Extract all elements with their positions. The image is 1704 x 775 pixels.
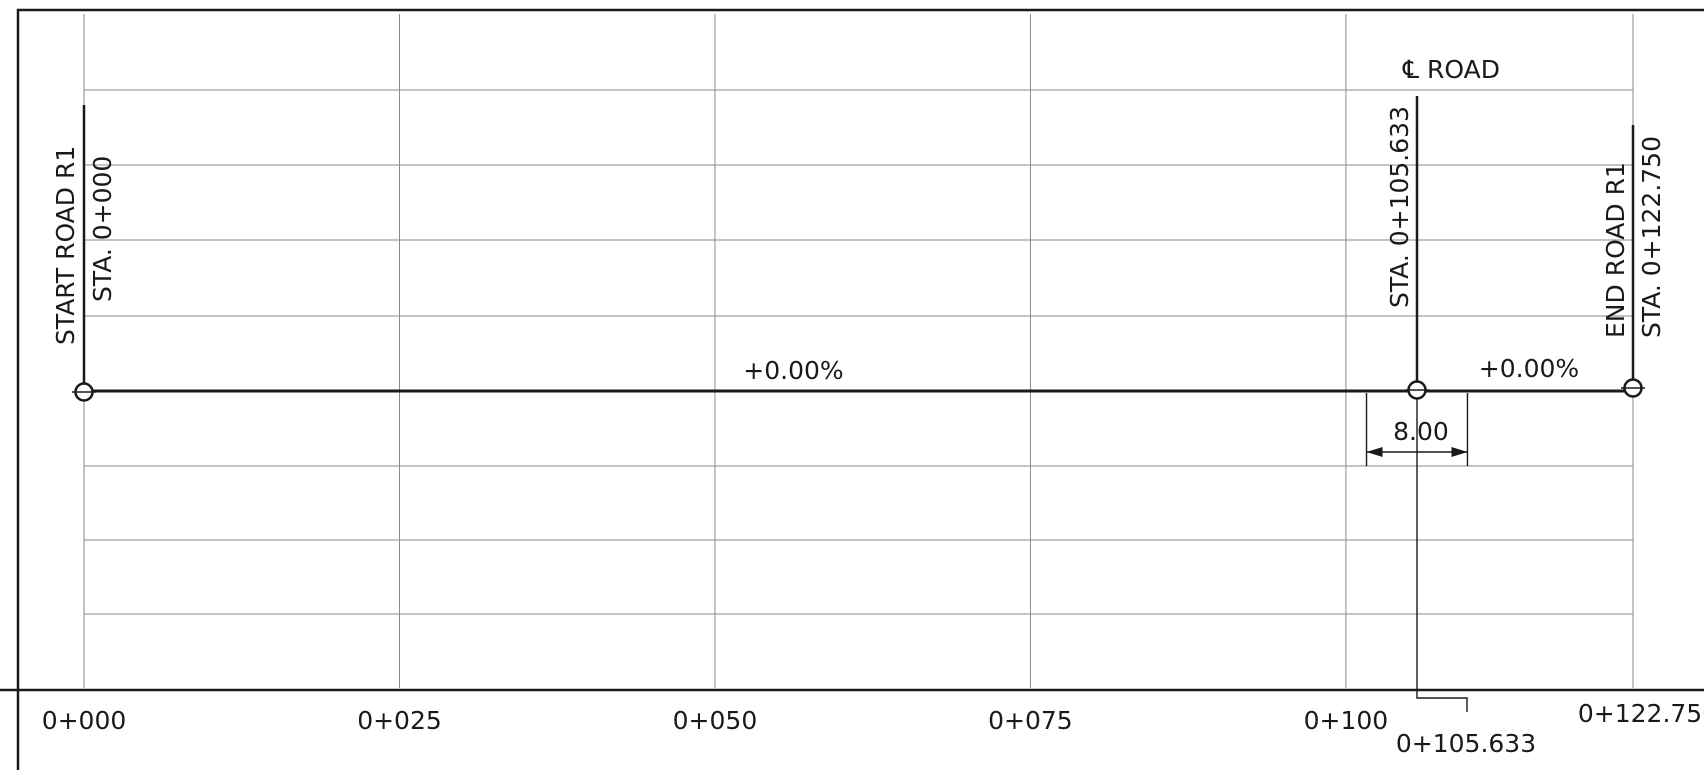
crossing-node (1405, 382, 1429, 399)
centerline-road-label: ℄ ROAD (1402, 55, 1500, 84)
grade-label-1: +0.00% (743, 356, 843, 385)
crossing-station-label: STA. 0+105.633 (1385, 106, 1414, 308)
start-station-label: STA. 0+000 (88, 156, 117, 302)
end-name-label: END ROAD R1 (1601, 162, 1630, 338)
end-station-label: STA. 0+122.750 (1637, 136, 1666, 338)
station-tick-label: 0+100 (1304, 706, 1389, 735)
dimension-arrow-left (1367, 447, 1383, 457)
end-node (1621, 380, 1645, 397)
dimension-label: 8.00 (1393, 417, 1449, 446)
grade-label-2: +0.00% (1479, 354, 1579, 383)
station-tick-label: 0+050 (673, 706, 758, 735)
dimension-arrow-right (1451, 447, 1467, 457)
station-tick-label: 0+075 (988, 706, 1073, 735)
intersection-station-label: 0+105.633 (1396, 729, 1536, 758)
start-node (72, 384, 96, 401)
start-name-label: START ROAD R1 (51, 146, 80, 345)
station-tick-label: 0+122.750 (1578, 699, 1704, 728)
station-tick-label: 0+025 (357, 706, 442, 735)
station-tick-label: 0+000 (42, 706, 127, 735)
